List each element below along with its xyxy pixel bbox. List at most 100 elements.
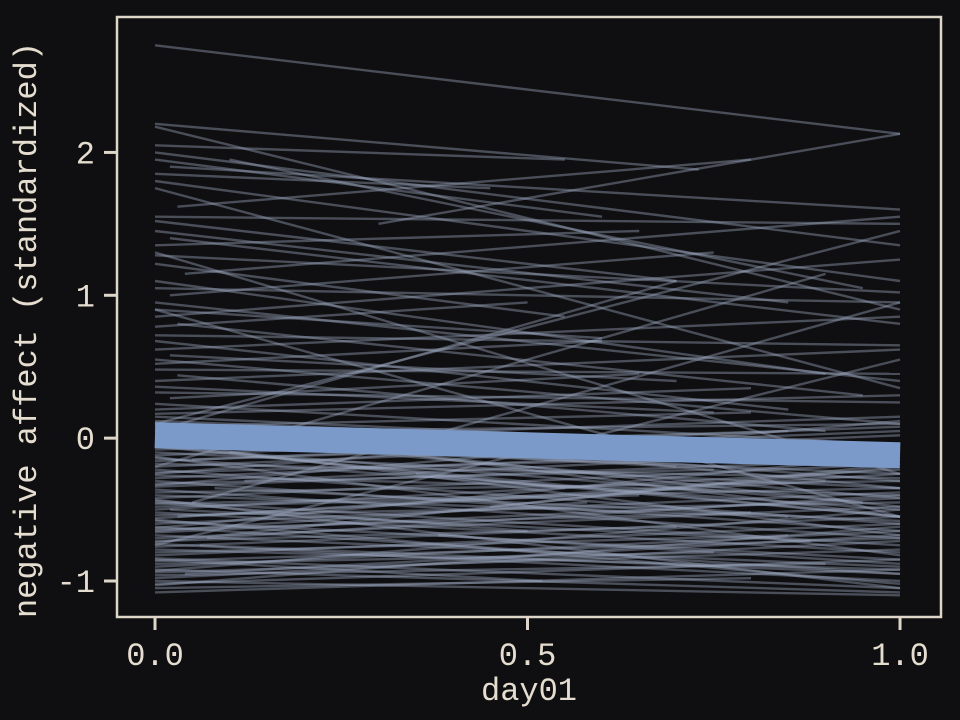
- individual-trajectory-line: [154, 315, 901, 351]
- individual-trajectory-line: [154, 172, 491, 190]
- individual-trajectory-line: [154, 519, 901, 561]
- individual-trajectory-line: [154, 525, 901, 587]
- individual-trajectory-line: [154, 462, 901, 544]
- individual-trajectory-line: [154, 445, 901, 518]
- individual-trajectory-line: [154, 518, 901, 586]
- individual-trajectory-line: [154, 556, 901, 590]
- individual-trajectory-line: [154, 219, 677, 283]
- individual-trajectory-line: [154, 229, 789, 304]
- individual-trajectory-line: [154, 558, 543, 583]
- y-tick-label: 1: [76, 279, 95, 316]
- individual-trajectory-line: [154, 158, 603, 218]
- individual-trajectory-line: [154, 394, 901, 416]
- x-tick-label: 0.0: [126, 638, 184, 675]
- individual-trajectory-line: [154, 441, 901, 537]
- axis-ticks-group: [104, 150, 902, 630]
- individual-trajectory-line: [438, 534, 901, 566]
- individual-trajectory-line: [154, 456, 901, 511]
- individual-trajectory-line: [154, 474, 901, 497]
- individual-trajectory-line: [154, 496, 901, 534]
- individual-trajectory-line: [184, 215, 901, 276]
- individual-trajectory-line: [154, 501, 588, 533]
- individual-trajectory-line: [154, 462, 901, 480]
- individual-trajectory-line: [154, 468, 901, 511]
- individual-trajectory-line: [154, 339, 789, 411]
- individual-trajectory-line: [154, 479, 826, 520]
- individual-trajectory-line: [154, 542, 901, 583]
- individual-trajectory-line: [378, 132, 901, 226]
- individual-trajectory-line: [154, 144, 565, 161]
- individual-trajectory-line: [154, 515, 901, 548]
- individual-trajectory-line: [154, 534, 901, 568]
- x-axis-label: day01: [481, 673, 577, 710]
- individual-trajectory-line: [154, 229, 901, 426]
- individual-trajectory-line: [154, 562, 826, 577]
- individual-trajectory-line: [154, 568, 901, 594]
- individual-trajectory-line: [154, 501, 901, 517]
- individual-trajectory-line: [191, 301, 901, 504]
- individual-trajectory-line: [154, 568, 901, 594]
- individual-trajectory-line: [154, 539, 901, 580]
- individual-trajectory-line: [154, 548, 901, 571]
- individual-trajectory-line: [184, 534, 901, 576]
- individual-trajectory-line: [154, 451, 901, 490]
- individual-trajectory-line: [154, 279, 826, 376]
- individual-trajectory-line: [154, 411, 752, 428]
- individual-trajectory-line: [154, 511, 752, 531]
- individual-trajectory-line: [154, 125, 901, 311]
- individual-trajectory-line: [169, 236, 901, 326]
- individual-trajectory-line: [154, 339, 603, 366]
- individual-trajectory-line: [154, 251, 901, 476]
- individual-trajectory-line: [229, 451, 863, 504]
- individual-trajectory-line: [154, 386, 752, 411]
- x-tick-label: 1.0: [871, 638, 929, 675]
- individual-trajectory-line: [154, 391, 901, 404]
- individual-trajectory-line: [154, 548, 901, 574]
- individual-trajectory-line: [154, 301, 901, 383]
- individual-trajectory-line: [154, 536, 901, 563]
- individual-trajectory-line: [154, 402, 901, 447]
- individual-trajectory-line: [415, 472, 901, 518]
- individual-trajectory-line: [154, 455, 901, 557]
- individual-trajectory-line: [154, 308, 901, 518]
- individual-trajectory-line: [177, 374, 826, 433]
- individual-trajectory-line: [177, 472, 901, 518]
- y-axis-label: negative affect (standardized): [9, 42, 46, 618]
- x-tick-label: 0.5: [499, 638, 557, 675]
- individual-trajectory-line: [154, 576, 752, 590]
- individual-trajectory-line: [154, 511, 901, 554]
- individual-trajectory-line: [154, 286, 901, 304]
- individual-trajectory-line: [154, 385, 714, 414]
- individual-trajectory-line: [154, 468, 714, 486]
- y-tick-label: 2: [76, 136, 95, 173]
- individual-trajectory-line: [154, 479, 901, 533]
- individual-trajectory-line: [490, 465, 901, 508]
- individual-trajectory-line: [154, 44, 901, 136]
- individual-trajectory-line: [154, 279, 677, 433]
- individual-trajectory-line: [154, 151, 901, 247]
- individual-trajectory-line: [169, 508, 811, 543]
- individual-trajectory-line: [154, 499, 901, 547]
- individual-trajectory-line: [169, 372, 640, 400]
- individual-trajectory-line: [154, 579, 901, 597]
- individual-trajectory-line: [214, 486, 901, 523]
- individual-trajectory-line: [154, 348, 901, 383]
- mean-trend-group: [154, 422, 901, 469]
- individual-trajectory-line: [169, 165, 901, 211]
- individual-trajectory-line: [154, 254, 901, 294]
- individual-trajectory-line: [169, 251, 714, 297]
- individual-trajectory-line: [229, 158, 864, 290]
- individual-trajectory-line: [154, 525, 677, 543]
- y-tick-label: -1: [57, 565, 95, 602]
- tick-labels-group: 0.0 0.5 1.0 -1 0 1 2: [57, 136, 929, 675]
- individual-trajectory-line: [154, 486, 901, 506]
- individual-trajectory-line: [154, 122, 699, 171]
- individual-trajectory-line: [154, 525, 901, 576]
- individual-trajectory-line: [154, 522, 901, 557]
- y-tick-label: 0: [76, 422, 95, 459]
- individual-trajectory-line: [154, 494, 789, 518]
- individual-trajectory-line: [154, 229, 640, 247]
- individual-trajectory-line: [154, 508, 901, 573]
